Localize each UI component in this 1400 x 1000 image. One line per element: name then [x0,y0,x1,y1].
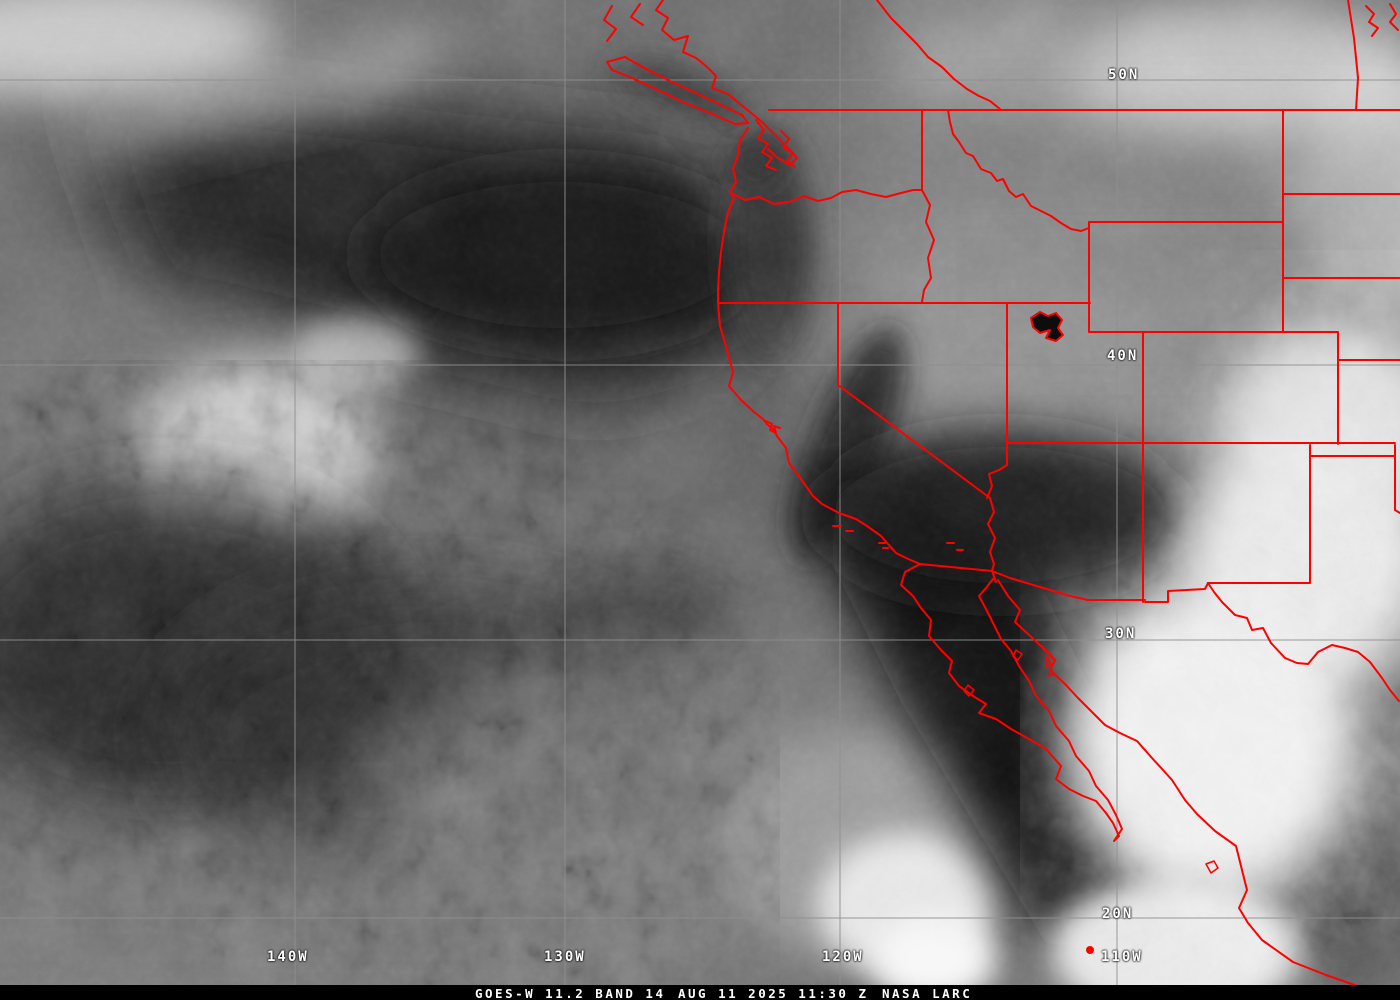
caption-bar: GOES-W 11.2 BAND 14 AUG 11 2025 11:30 Z … [0,985,1400,1000]
lat-label-50n: 50N [1108,67,1140,83]
map-boundaries-overlay [603,0,1400,998]
lon-label-110w: 110W [1101,949,1143,965]
coast-haida-gwaii [603,3,644,42]
coast-baja [900,563,1123,842]
channel-islands [832,525,964,551]
border-nm-tx [1207,444,1311,584]
canada-lakes [1365,3,1399,37]
puget-sound [755,119,796,171]
border-ca-nv [837,302,991,499]
border-or-id [921,189,935,303]
border-sk-mb [1347,0,1359,111]
border-nv-az-river [986,442,1008,499]
lon-label-130w: 130W [544,949,586,965]
gulf-islands [963,649,1055,697]
border-bc-alberta [876,0,1001,110]
lat-label-30n: 30N [1105,626,1137,642]
lat-label-40n: 40N [1107,348,1139,364]
coast-bc-mainland [655,0,798,166]
caption-datetime: AUG 11 2025 11:30 Z [678,986,869,1000]
caption-product: GOES-W 11.2 BAND 14 [475,986,666,1000]
caption-credit: NASA LARC [882,986,973,1000]
red-hotspot-marker [1086,946,1094,954]
lon-label-120w: 120W [822,949,864,965]
lat-label-20n: 20N [1102,906,1134,922]
border-tx-ok [1394,444,1400,514]
san-francisco-bay [765,420,781,434]
coast-wa-or-ca [717,127,921,565]
vancouver-island [606,56,749,125]
mx-lagoon [1205,860,1219,874]
border-ca-mx [919,563,993,572]
lon-label-140w: 140W [267,949,309,965]
border-nm-bootheel [1144,582,1209,603]
border-id-mt [947,109,1090,232]
great-salt-lake [1030,311,1064,342]
coast-mx-mainland [997,579,1383,998]
border-az-mx [991,570,1146,601]
rio-grande [1207,582,1400,702]
colorado-river [987,497,997,583]
border-wa-or [730,189,923,205]
